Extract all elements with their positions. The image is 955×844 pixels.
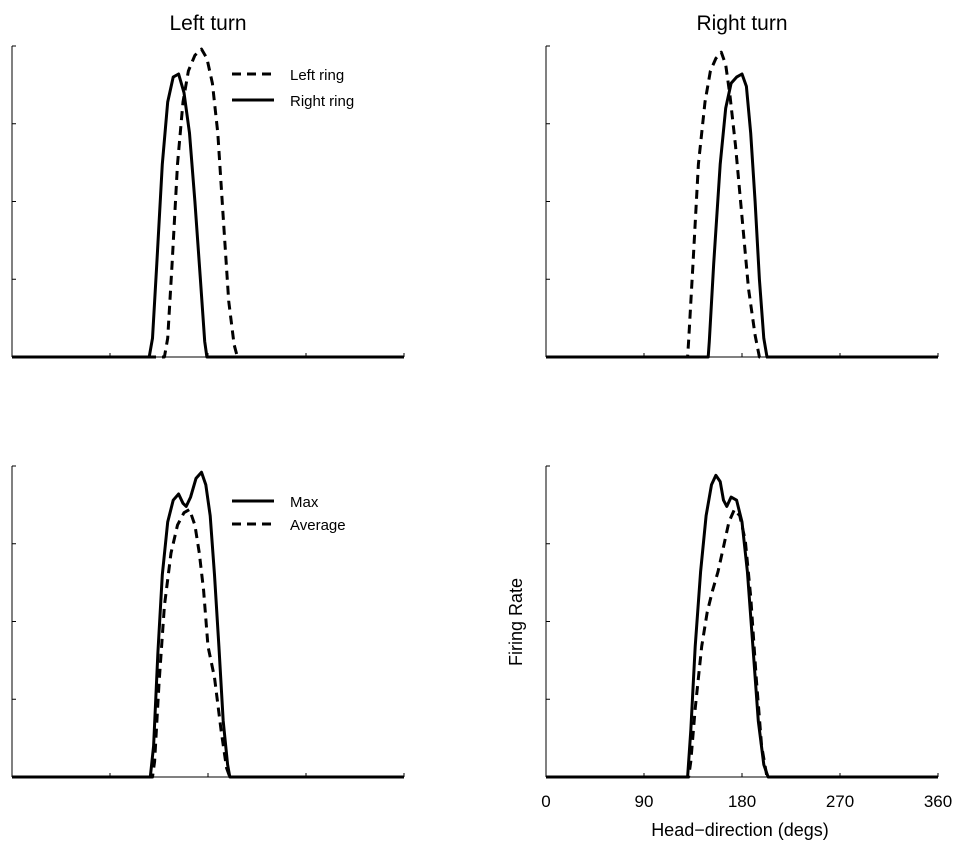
series-line-max bbox=[12, 470, 404, 779]
legend-label-max: Max bbox=[290, 494, 319, 511]
ticks: 0 90 180 270 360 bbox=[541, 465, 952, 811]
ticks bbox=[11, 465, 405, 778]
x-tick-label: 360 bbox=[924, 792, 952, 811]
legend-label-right-ring: Right ring bbox=[290, 93, 354, 110]
series-line-average bbox=[546, 508, 938, 779]
series-layer bbox=[12, 47, 404, 359]
legend: Max Average bbox=[232, 494, 346, 534]
series-line-right-ring bbox=[12, 72, 404, 359]
series-line-left-ring bbox=[546, 50, 938, 359]
x-tick-label: 270 bbox=[826, 792, 854, 811]
panel-title: Left turn bbox=[169, 12, 246, 35]
series-line-average bbox=[12, 508, 404, 779]
series-line-right-ring bbox=[546, 72, 938, 359]
panel-title: Right turn bbox=[696, 12, 787, 35]
panel-left-turn: Left turn Left ring Right ring bbox=[11, 12, 405, 359]
legend: Left ring Right ring bbox=[232, 67, 354, 110]
x-tick-label: 90 bbox=[635, 792, 654, 811]
panel-right-turn: Right turn bbox=[545, 12, 939, 359]
x-axis-label: Head−direction (degs) bbox=[651, 820, 829, 840]
series-layer bbox=[12, 470, 404, 779]
panel-combined-left-turn: Max Average bbox=[11, 465, 405, 779]
legend-label-average: Average bbox=[290, 517, 346, 534]
x-tick-label: 180 bbox=[728, 792, 756, 811]
x-tick-label: 0 bbox=[541, 792, 550, 811]
series-layer bbox=[546, 50, 938, 359]
legend-label-left-ring: Left ring bbox=[290, 67, 344, 84]
series-line-left-ring bbox=[12, 47, 404, 359]
series-layer bbox=[546, 473, 938, 779]
y-axis-label: Firing Rate bbox=[506, 578, 526, 666]
panel-combined-right-turn: 0 90 180 270 360 Firing Rate Head−direction … bbox=[506, 465, 952, 840]
